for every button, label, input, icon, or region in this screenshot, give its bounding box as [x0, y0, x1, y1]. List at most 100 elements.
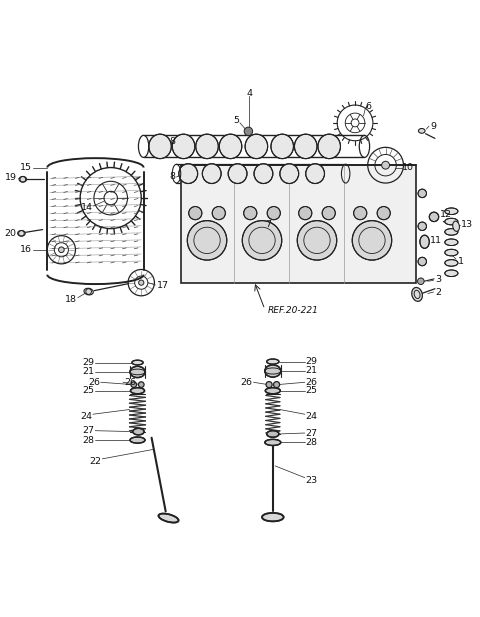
Text: 9: 9: [430, 122, 436, 131]
Ellipse shape: [138, 382, 144, 387]
Text: 3: 3: [435, 275, 441, 284]
Text: 26: 26: [306, 378, 318, 387]
Ellipse shape: [179, 164, 198, 183]
Circle shape: [139, 280, 144, 285]
Ellipse shape: [149, 134, 171, 159]
Text: 29: 29: [306, 357, 318, 366]
Text: 1: 1: [457, 257, 464, 266]
Circle shape: [322, 207, 336, 220]
Ellipse shape: [274, 381, 280, 387]
Text: 25: 25: [82, 386, 94, 395]
Ellipse shape: [280, 164, 299, 183]
Text: 24: 24: [306, 412, 318, 421]
Ellipse shape: [84, 288, 93, 295]
Text: 8: 8: [169, 172, 176, 181]
Circle shape: [267, 207, 280, 220]
Ellipse shape: [265, 439, 281, 445]
Circle shape: [242, 221, 282, 260]
Text: 10: 10: [402, 163, 414, 172]
Ellipse shape: [130, 437, 145, 443]
Circle shape: [187, 221, 227, 260]
Circle shape: [297, 221, 337, 260]
Text: 21: 21: [82, 368, 94, 376]
Text: 4: 4: [246, 89, 252, 97]
Text: 21: 21: [306, 366, 318, 376]
Text: 27: 27: [82, 426, 94, 435]
Ellipse shape: [453, 221, 459, 231]
Ellipse shape: [445, 270, 458, 276]
Text: 29: 29: [82, 358, 94, 367]
Circle shape: [59, 247, 64, 252]
Ellipse shape: [133, 428, 144, 435]
Text: 24: 24: [80, 412, 92, 421]
Ellipse shape: [306, 164, 324, 183]
Ellipse shape: [254, 164, 273, 183]
Ellipse shape: [18, 231, 25, 236]
Text: 20: 20: [5, 229, 17, 238]
Circle shape: [244, 207, 257, 220]
Ellipse shape: [445, 218, 458, 225]
Circle shape: [429, 212, 439, 222]
Circle shape: [299, 207, 312, 220]
Ellipse shape: [203, 164, 221, 183]
Text: 8: 8: [169, 137, 176, 146]
Circle shape: [377, 207, 390, 220]
Ellipse shape: [219, 134, 242, 159]
Circle shape: [354, 207, 367, 220]
Ellipse shape: [445, 229, 458, 235]
Text: 2: 2: [435, 288, 441, 297]
Ellipse shape: [445, 239, 458, 246]
Circle shape: [382, 161, 390, 169]
Text: 19: 19: [5, 173, 17, 183]
Ellipse shape: [132, 360, 143, 365]
Ellipse shape: [267, 431, 279, 437]
Text: 16: 16: [20, 246, 32, 254]
Ellipse shape: [445, 260, 458, 266]
Ellipse shape: [420, 235, 429, 249]
Ellipse shape: [265, 387, 280, 394]
Circle shape: [418, 189, 426, 197]
Text: 26: 26: [124, 378, 136, 387]
Circle shape: [418, 278, 424, 284]
Text: 18: 18: [65, 294, 77, 304]
Text: 27: 27: [306, 429, 318, 437]
Ellipse shape: [245, 134, 268, 159]
Ellipse shape: [294, 134, 317, 159]
Ellipse shape: [172, 134, 195, 159]
Text: 12: 12: [440, 210, 452, 219]
Text: 15: 15: [20, 163, 32, 172]
Ellipse shape: [158, 513, 179, 523]
Ellipse shape: [266, 381, 272, 387]
Ellipse shape: [131, 382, 136, 387]
Ellipse shape: [267, 359, 279, 364]
Ellipse shape: [445, 249, 458, 256]
Text: 22: 22: [89, 457, 101, 466]
Ellipse shape: [412, 288, 422, 301]
Text: 28: 28: [82, 436, 94, 445]
Circle shape: [244, 127, 252, 136]
Ellipse shape: [130, 366, 145, 378]
Ellipse shape: [262, 513, 284, 521]
Circle shape: [418, 222, 426, 231]
Text: 13: 13: [461, 220, 473, 230]
Ellipse shape: [228, 164, 247, 183]
Ellipse shape: [196, 134, 218, 159]
Circle shape: [212, 207, 226, 220]
Text: 7: 7: [265, 220, 271, 230]
Ellipse shape: [19, 176, 26, 182]
Ellipse shape: [419, 128, 425, 133]
Text: 5: 5: [234, 116, 240, 125]
Ellipse shape: [131, 387, 144, 394]
Ellipse shape: [445, 208, 458, 215]
Text: 28: 28: [306, 438, 318, 447]
Circle shape: [189, 207, 202, 220]
Text: 17: 17: [157, 281, 169, 291]
Ellipse shape: [265, 365, 281, 377]
Text: 23: 23: [306, 476, 318, 484]
Ellipse shape: [271, 134, 293, 159]
Text: 25: 25: [306, 386, 318, 395]
Circle shape: [418, 257, 426, 266]
Bar: [181, 165, 416, 283]
Text: 6: 6: [365, 102, 372, 111]
Text: 26: 26: [240, 378, 252, 387]
